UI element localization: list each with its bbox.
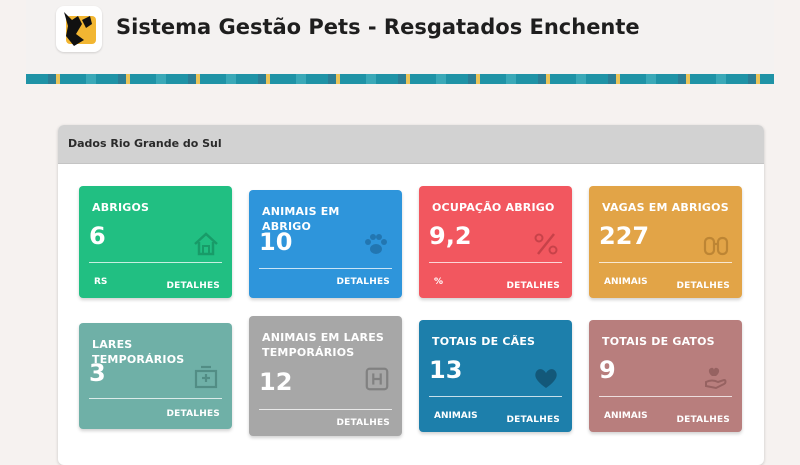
card-title: TOTAIS DE GATOS [602,335,715,348]
card-value: 9 [599,356,616,384]
card-divider [89,262,222,263]
panel-title: Dados Rio Grande do Sul [68,137,222,150]
card-ocupacao-abrigo: OCUPAÇÃO ABRIGO 9,2 % DETALHES [419,186,572,298]
card-divider [259,409,392,410]
details-link[interactable]: DETALHES [506,281,560,291]
details-link[interactable]: DETALHES [336,418,390,428]
card-divider [429,396,562,397]
card-title: ANIMAIS EM LARES TEMPORÁRIOS [262,331,385,359]
details-link[interactable]: DETALHES [166,281,220,291]
h-square-icon [365,367,389,391]
hand-heart-icon [705,367,727,390]
app-logo [56,6,102,52]
app-header: Sistema Gestão Pets - Resgatados Enchent… [26,0,774,84]
hospital-icon [194,365,218,389]
card-value: 3 [89,359,106,387]
card-divider [599,262,732,263]
card-unit: ANIMAIS [604,411,648,421]
card-totais-de-gatos: TOTAIS DE GATOS 9 ANIMAIS DETALHES [589,320,742,432]
card-animais-em-abrigo: ANIMAIS EM ABRIGO 10 DETALHES [249,190,402,298]
card-divider [599,396,732,397]
card-title: TOTAIS DE CÃES [432,335,536,348]
panel-header: Dados Rio Grande do Sul [58,125,764,164]
card-divider [429,262,562,263]
card-unit: ANIMAIS [604,277,648,287]
card-totais-de-caes: TOTAIS DE CÃES 13 ANIMAIS DETALHES [419,320,572,432]
card-value: 9,2 [429,222,472,250]
card-value: 6 [89,222,106,250]
details-link[interactable]: DETALHES [506,415,560,425]
card-unit: ANIMAIS [434,411,478,421]
card-unit: % [434,277,444,287]
card-lares-temporarios: LARES TEMPORÁRIOS 3 DETALHES [79,323,232,429]
details-link[interactable]: DETALHES [166,409,220,419]
card-vagas-em-abrigos: VAGAS EM ABRIGOS 227 ANIMAIS DETALHES [589,186,742,298]
card-value: 227 [599,222,650,250]
stats-panel: Dados Rio Grande do Sul ABRIGOS 6 RS DET… [58,125,764,465]
card-title: LARES TEMPORÁRIOS [92,338,185,366]
paw-icon [365,234,387,254]
binoculars-icon [703,236,729,256]
card-value: 12 [259,368,293,396]
details-link[interactable]: DETALHES [676,415,730,425]
card-title: ABRIGOS [92,201,150,214]
card-title: VAGAS EM ABRIGOS [602,201,729,214]
card-divider [259,268,392,269]
card-abrigos: ABRIGOS 6 RS DETALHES [79,186,232,298]
card-value: 10 [259,228,293,256]
percent-icon [534,233,558,255]
home-icon [194,232,218,256]
card-title: ANIMAIS EM ABRIGO [262,205,340,233]
details-link[interactable]: DETALHES [336,277,390,287]
dog-cat-logo-icon [64,12,96,46]
card-title: OCUPAÇÃO ABRIGO [432,201,555,214]
card-unit: RS [94,277,108,287]
card-animais-em-lares-temporarios: ANIMAIS EM LARES TEMPORÁRIOS 12 DETALHES [249,316,402,436]
details-link[interactable]: DETALHES [676,281,730,291]
card-divider [89,398,222,399]
heart-icon [535,369,557,388]
app-title: Sistema Gestão Pets - Resgatados Enchent… [116,15,640,39]
card-value: 13 [429,356,463,384]
header-decorative-pattern [26,74,774,84]
